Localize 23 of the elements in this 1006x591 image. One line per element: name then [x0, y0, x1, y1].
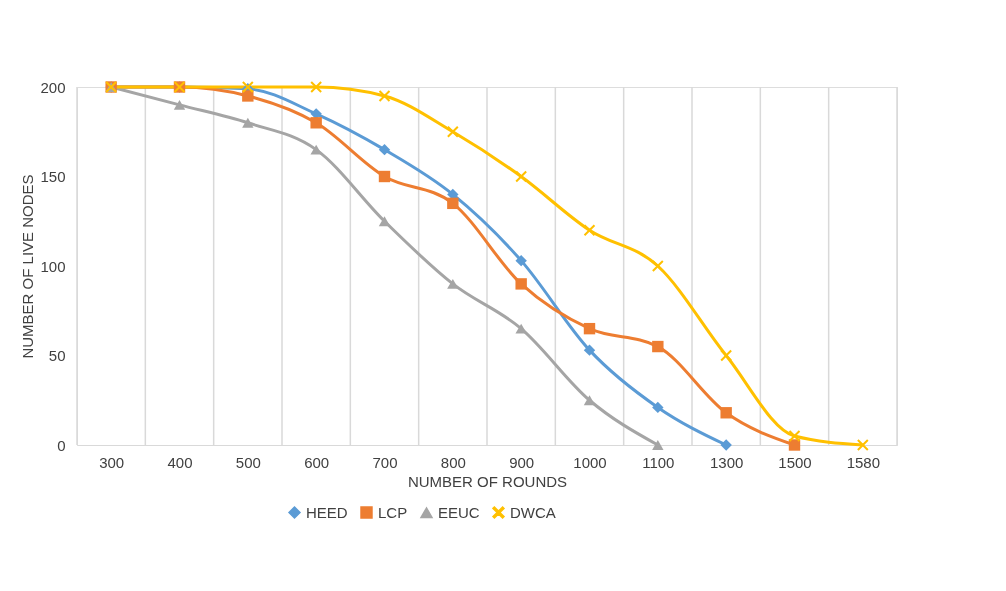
x-tick-label: 1300: [709, 453, 744, 471]
x-tick-label: 1000: [573, 453, 607, 471]
x-tick-label: 600: [304, 453, 330, 471]
x-tick-label: 300: [99, 453, 125, 471]
x-tick-label: 800: [440, 453, 466, 471]
y-axis-title: NUMBER OF LIVE NODES: [19, 174, 37, 359]
x-tick-label: 900: [509, 453, 535, 471]
y-tick-label: 50: [48, 347, 66, 364]
y-tick-label: 100: [40, 257, 66, 275]
y-tick-label: 150: [40, 168, 66, 185]
x-tick-label: 1580: [846, 453, 881, 471]
y-tick-label: 200: [40, 78, 66, 96]
x-tick-label: 1500: [778, 453, 812, 471]
y-tick-label: 0: [57, 436, 66, 454]
x-tick-label: 500: [235, 453, 261, 471]
x-axis-title: NUMBER OF ROUNDS: [407, 472, 568, 490]
legend-label: EEUC: [438, 503, 480, 521]
legend-label: HEED: [306, 503, 348, 521]
x-tick-label: 700: [372, 453, 398, 471]
x-tick-label: 1100: [642, 453, 675, 471]
legend-label: LCP: [378, 503, 408, 521]
legend-label: DWCA: [510, 503, 556, 521]
x-tick-label: 400: [167, 453, 193, 471]
